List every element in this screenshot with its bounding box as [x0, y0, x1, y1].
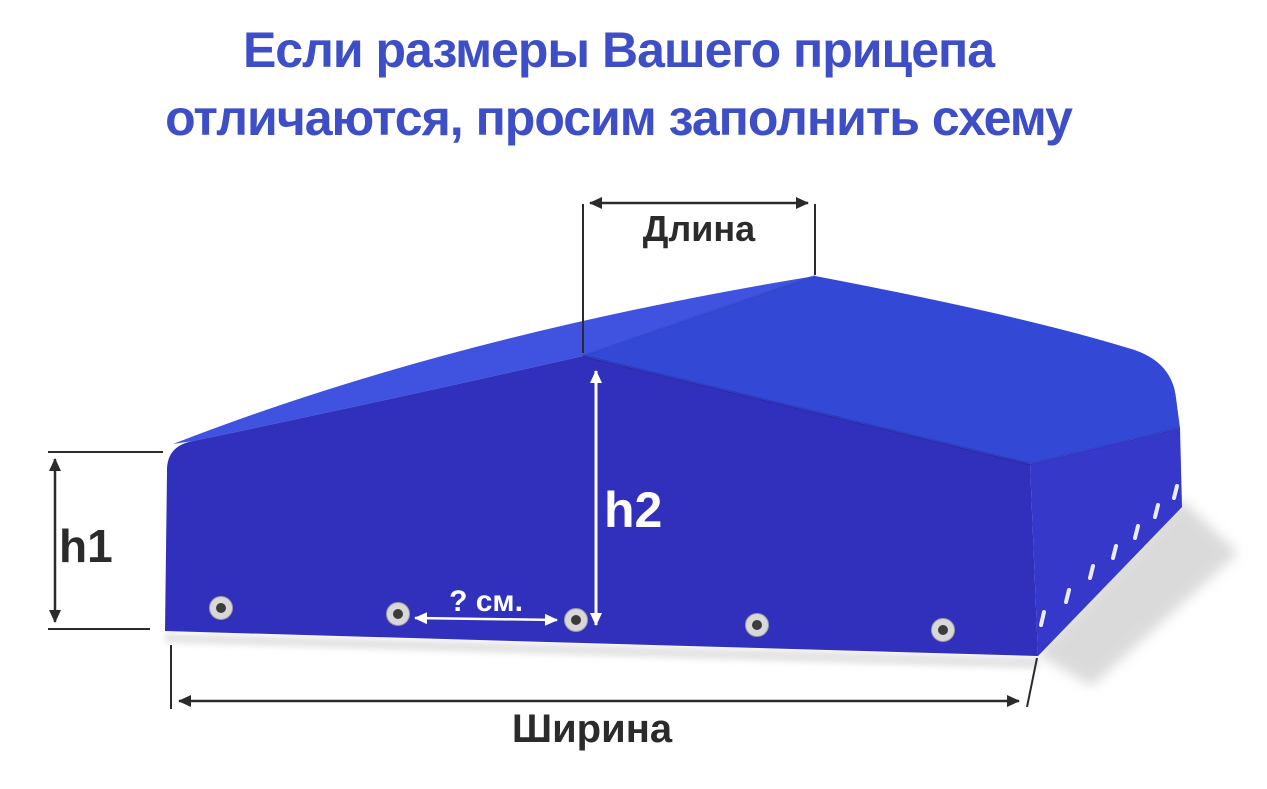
width-extension-right — [1026, 657, 1038, 708]
side-grommet-dashes — [1039, 484, 1179, 627]
tarp-slope-face — [173, 276, 815, 444]
grommet-1 — [209, 596, 233, 620]
front-grommets — [209, 596, 955, 642]
right-fold-crease — [1029, 427, 1181, 465]
h2-label: h2 — [604, 482, 662, 538]
front-shadow — [165, 633, 1039, 669]
front-top-crease — [582, 354, 1031, 466]
h1-label: h1 — [59, 520, 113, 572]
length-dimension: Длина — [582, 197, 816, 353]
title-line-1: Если размеры Вашего прицепа — [242, 22, 995, 78]
side-shadow — [1036, 498, 1238, 686]
grommet-4 — [745, 613, 769, 637]
h1-dimension: h1 — [48, 451, 163, 630]
grommet-3 — [564, 608, 588, 632]
grommet-2 — [386, 602, 410, 626]
page-title: Если размеры Вашего прицепа отличаются, … — [0, 16, 1237, 152]
width-dimension: Ширина — [170, 645, 1038, 751]
grommet-5 — [931, 618, 955, 642]
tarp-top-face — [583, 276, 1180, 464]
title-line-2: отличаются, просим заполнить схему — [165, 90, 1073, 146]
grommet-spacing-label: ? см. — [449, 585, 523, 618]
grommet-spacing-arrow — [414, 612, 558, 626]
width-label: Ширина — [512, 707, 673, 751]
h2-dimension: h2 — [590, 370, 662, 626]
length-label: Длина — [643, 208, 756, 249]
ridge-crease — [582, 275, 816, 357]
grommet-spacing-dimension: ? см. — [414, 585, 558, 626]
